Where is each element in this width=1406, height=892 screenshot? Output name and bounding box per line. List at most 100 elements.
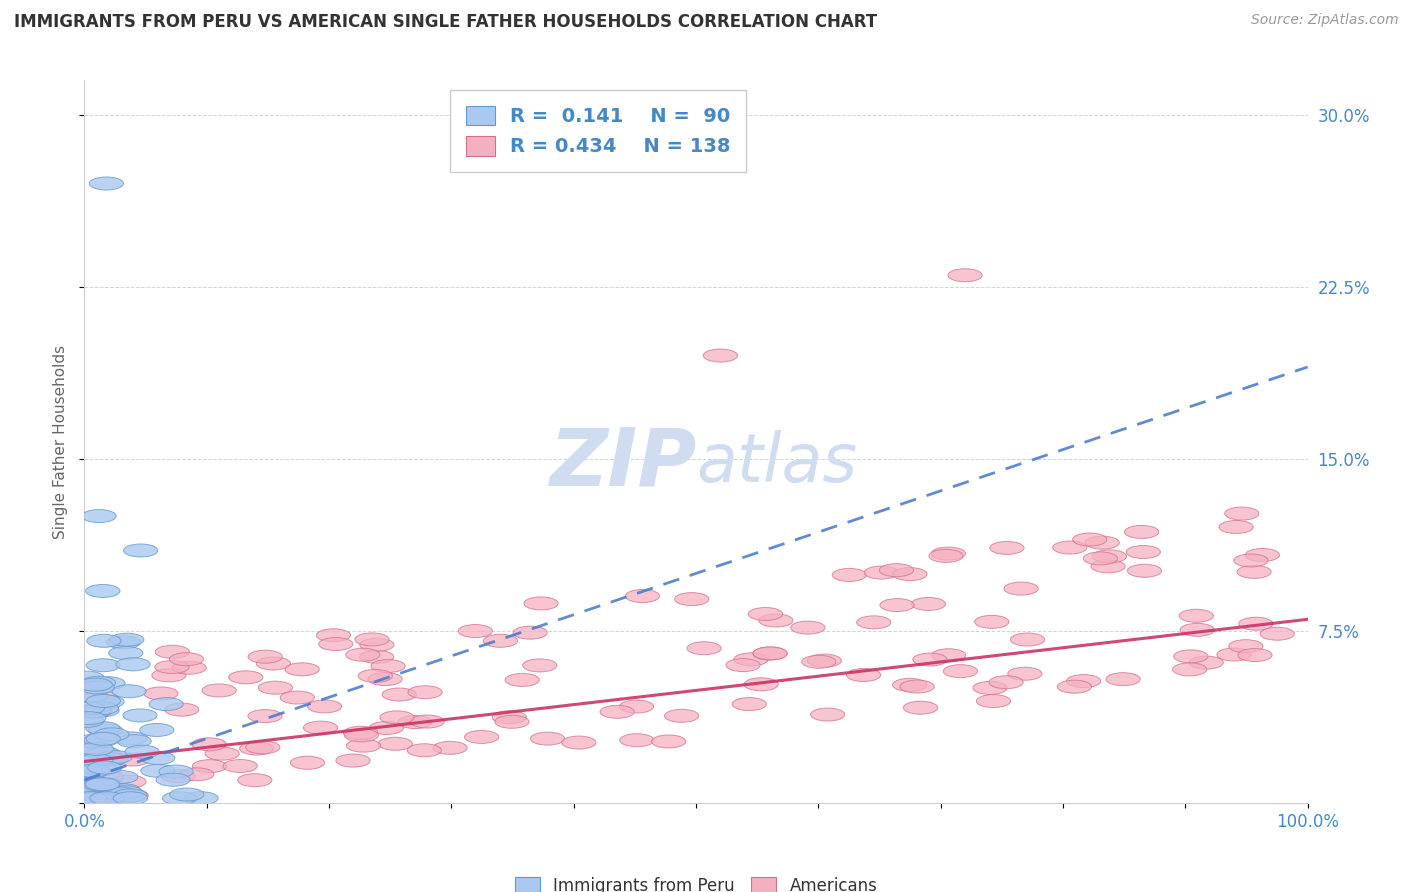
Ellipse shape [1180, 609, 1213, 623]
Ellipse shape [810, 708, 845, 721]
Ellipse shape [76, 761, 110, 773]
Ellipse shape [620, 700, 654, 713]
Ellipse shape [433, 741, 467, 755]
Ellipse shape [112, 789, 148, 802]
Ellipse shape [346, 648, 380, 661]
Ellipse shape [530, 732, 565, 745]
Ellipse shape [104, 771, 138, 783]
Ellipse shape [72, 743, 105, 756]
Ellipse shape [155, 645, 190, 658]
Ellipse shape [202, 684, 236, 697]
Ellipse shape [360, 650, 394, 664]
Ellipse shape [484, 634, 517, 648]
Ellipse shape [82, 781, 115, 795]
Ellipse shape [1011, 633, 1045, 646]
Ellipse shape [308, 700, 342, 713]
Ellipse shape [239, 742, 274, 755]
Ellipse shape [193, 760, 226, 772]
Ellipse shape [73, 792, 107, 805]
Ellipse shape [378, 738, 412, 750]
Ellipse shape [152, 669, 186, 681]
Ellipse shape [1126, 546, 1160, 558]
Ellipse shape [115, 753, 150, 766]
Ellipse shape [495, 715, 529, 728]
Ellipse shape [70, 792, 104, 805]
Ellipse shape [523, 659, 557, 672]
Ellipse shape [86, 722, 120, 735]
Ellipse shape [149, 698, 183, 711]
Ellipse shape [86, 695, 121, 707]
Ellipse shape [346, 739, 381, 752]
Ellipse shape [72, 712, 105, 724]
Ellipse shape [87, 747, 121, 760]
Ellipse shape [156, 773, 190, 786]
Ellipse shape [162, 792, 197, 805]
Ellipse shape [89, 724, 122, 737]
Ellipse shape [117, 735, 152, 747]
Ellipse shape [931, 547, 966, 560]
Ellipse shape [904, 701, 938, 714]
Ellipse shape [84, 704, 120, 717]
Ellipse shape [893, 567, 927, 581]
Ellipse shape [370, 722, 404, 734]
Ellipse shape [1008, 667, 1042, 681]
Ellipse shape [247, 709, 283, 723]
Ellipse shape [169, 653, 204, 665]
Ellipse shape [688, 641, 721, 655]
Ellipse shape [162, 770, 195, 782]
Ellipse shape [990, 541, 1024, 555]
Ellipse shape [675, 592, 709, 606]
Ellipse shape [948, 268, 983, 282]
Ellipse shape [880, 599, 914, 612]
Ellipse shape [94, 728, 129, 741]
Ellipse shape [464, 731, 499, 743]
Ellipse shape [75, 735, 108, 747]
Ellipse shape [89, 177, 124, 190]
Ellipse shape [105, 784, 141, 797]
Ellipse shape [79, 678, 112, 691]
Ellipse shape [205, 747, 239, 760]
Ellipse shape [988, 676, 1024, 689]
Ellipse shape [93, 753, 128, 765]
Ellipse shape [108, 647, 143, 659]
Ellipse shape [893, 678, 927, 691]
Ellipse shape [86, 584, 120, 598]
Ellipse shape [70, 777, 104, 790]
Ellipse shape [112, 685, 146, 698]
Ellipse shape [665, 709, 699, 723]
Ellipse shape [122, 709, 157, 722]
Ellipse shape [77, 705, 111, 718]
Ellipse shape [114, 731, 148, 745]
Ellipse shape [224, 759, 257, 772]
Ellipse shape [344, 729, 378, 742]
Ellipse shape [79, 754, 112, 766]
Ellipse shape [976, 695, 1011, 707]
Ellipse shape [336, 754, 370, 767]
Ellipse shape [86, 658, 121, 672]
Ellipse shape [1125, 525, 1159, 539]
Ellipse shape [1216, 648, 1251, 661]
Ellipse shape [343, 726, 378, 739]
Ellipse shape [371, 659, 405, 673]
Ellipse shape [229, 671, 263, 684]
Ellipse shape [87, 781, 121, 794]
Ellipse shape [259, 681, 292, 694]
Ellipse shape [247, 650, 283, 664]
Ellipse shape [382, 688, 416, 701]
Ellipse shape [87, 634, 121, 648]
Ellipse shape [759, 614, 793, 627]
Ellipse shape [73, 786, 108, 798]
Ellipse shape [98, 750, 132, 764]
Ellipse shape [359, 669, 392, 682]
Ellipse shape [1174, 650, 1208, 663]
Ellipse shape [492, 711, 526, 723]
Ellipse shape [754, 647, 787, 660]
Ellipse shape [1219, 520, 1253, 533]
Ellipse shape [105, 792, 139, 805]
Ellipse shape [748, 607, 783, 621]
Ellipse shape [82, 676, 115, 690]
Ellipse shape [752, 647, 787, 660]
Ellipse shape [1173, 663, 1206, 676]
Ellipse shape [932, 648, 966, 662]
Ellipse shape [1225, 507, 1258, 520]
